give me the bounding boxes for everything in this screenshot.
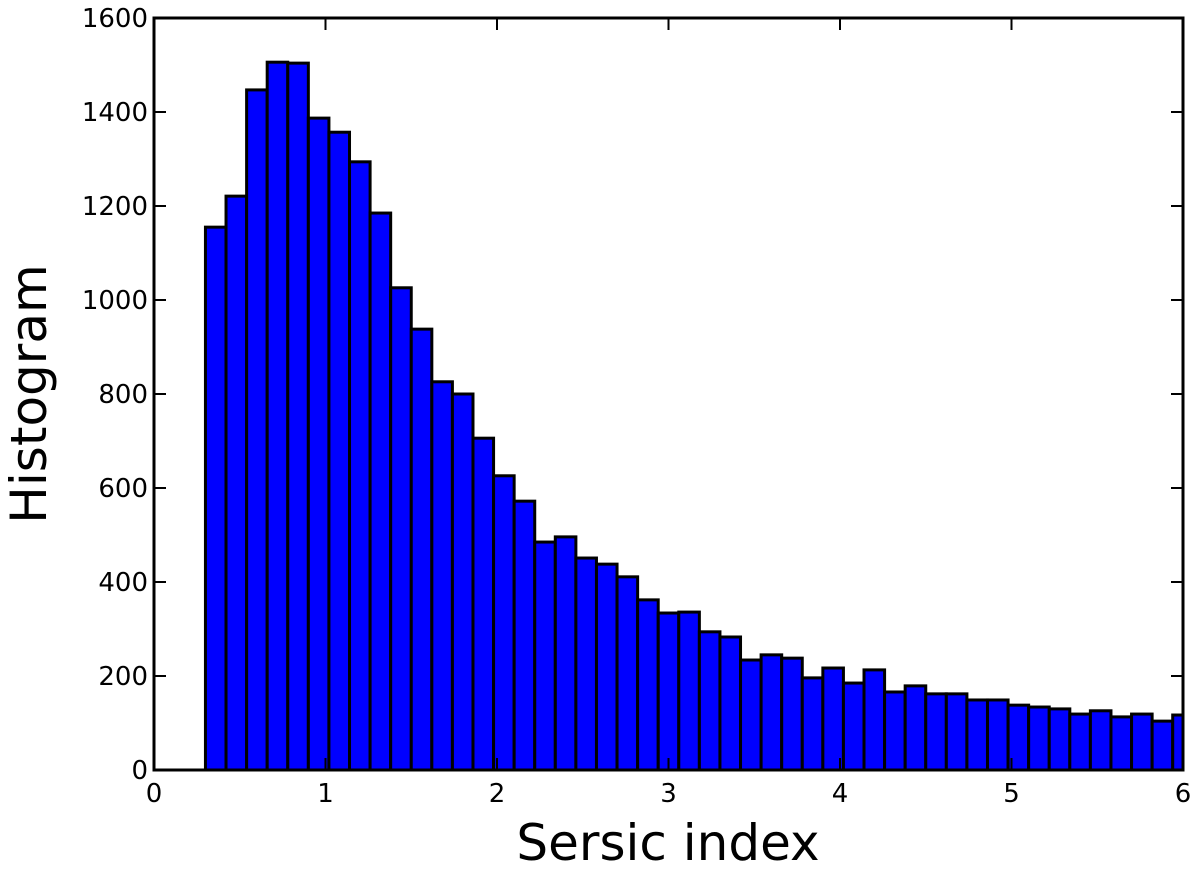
y-tick-label: 1400 [82, 98, 148, 128]
y-tick-label: 400 [98, 568, 148, 598]
x-axis-label: Sersic index [516, 814, 819, 872]
bar [594, 562, 619, 770]
y-tick-label: 1600 [82, 4, 148, 34]
x-tick-label: 5 [1003, 779, 1020, 809]
bar [780, 656, 804, 770]
bar [492, 474, 516, 770]
bar [533, 540, 557, 770]
bar [697, 630, 722, 770]
bar [759, 653, 784, 770]
bar [286, 61, 310, 770]
x-tick-label: 4 [832, 779, 849, 809]
bar [203, 225, 228, 770]
bar [348, 160, 372, 770]
bar [1068, 712, 1092, 770]
bar [1088, 709, 1113, 770]
x-tick-label: 6 [1175, 779, 1192, 809]
bar [739, 658, 763, 770]
bar [1130, 712, 1154, 770]
bar [1027, 705, 1051, 770]
y-tick-label: 1200 [82, 192, 148, 222]
x-tick-label: 3 [660, 779, 677, 809]
x-tick-label: 0 [146, 779, 163, 809]
bar [450, 392, 475, 770]
plot-area [203, 60, 1200, 770]
bar [245, 88, 269, 770]
y-tick-label: 0 [131, 756, 148, 786]
bar [1150, 719, 1175, 770]
bar [574, 556, 598, 770]
bar [944, 692, 969, 770]
bar [677, 610, 701, 770]
bar [841, 681, 866, 770]
y-tick-label: 200 [98, 662, 148, 692]
bar [1047, 707, 1072, 770]
bar [656, 611, 681, 770]
bar [409, 327, 434, 770]
bar [1193, 715, 1200, 770]
bar [800, 676, 825, 770]
bar [1109, 715, 1134, 770]
bar [718, 635, 743, 770]
bar [924, 692, 948, 770]
bar [903, 684, 928, 770]
bar [636, 598, 660, 770]
bar [327, 130, 352, 770]
bar [862, 668, 887, 770]
bar [306, 116, 331, 770]
bar [265, 60, 290, 770]
bar [471, 436, 496, 770]
y-tick-label: 800 [98, 380, 148, 410]
y-axis-label: Histogram [0, 264, 58, 523]
y-tick-label: 1000 [82, 286, 148, 316]
bar [965, 698, 989, 770]
bar [553, 535, 578, 770]
bar [368, 211, 393, 770]
bar [985, 698, 1010, 770]
bar [512, 499, 537, 770]
y-tick-label: 600 [98, 474, 148, 504]
bar [615, 575, 640, 770]
bar [430, 380, 454, 770]
bar [821, 666, 845, 770]
bar [224, 194, 249, 770]
x-tick-label: 2 [489, 779, 506, 809]
bar [389, 286, 413, 770]
bar [883, 690, 907, 770]
x-tick-label: 1 [317, 779, 334, 809]
